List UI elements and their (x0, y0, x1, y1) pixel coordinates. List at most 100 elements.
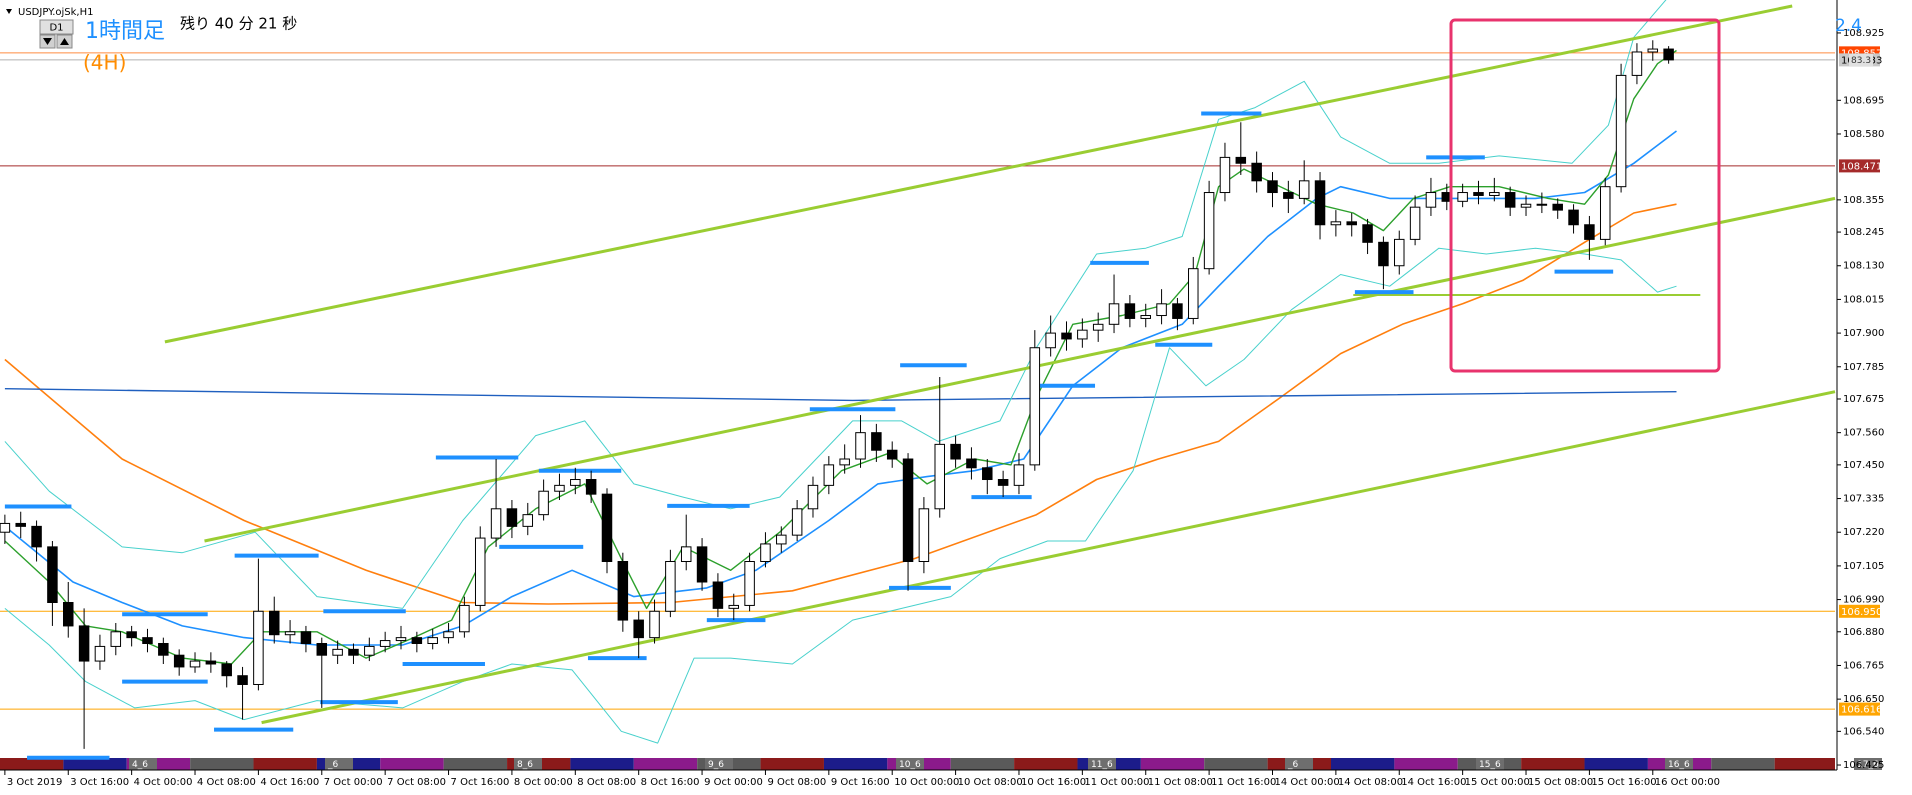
session-label: _6 (1287, 760, 1299, 770)
y-tick-label: 108.130 (1843, 261, 1884, 272)
menu-arrow[interactable] (6, 9, 12, 14)
y-tick-label: 107.560 (1843, 428, 1884, 439)
candle-body (633, 619, 644, 639)
y-tick-label: 108.245 (1843, 227, 1884, 238)
candle-body (364, 645, 375, 656)
x-tick-label: 4 Oct 16:00 (260, 777, 319, 788)
y-tick-label: 108.580 (1843, 129, 1884, 140)
candle-body (982, 467, 993, 481)
x-tick-label: 3 Oct 2019 (7, 777, 62, 788)
indicator-value-2: 83.3 (1851, 56, 1871, 66)
x-tick-label: 11 Oct 00:00 (1084, 777, 1149, 788)
candle-body (348, 648, 359, 656)
candle-body (1219, 156, 1231, 194)
candle-body (1188, 268, 1199, 319)
x-tick-label: 9 Oct 16:00 (831, 777, 890, 788)
candle-body (839, 458, 850, 466)
candle-body (158, 642, 169, 656)
candle-body (1615, 74, 1627, 188)
level-label: 106.950 (1841, 607, 1882, 618)
candle-body (855, 432, 866, 460)
candle-body (63, 602, 74, 627)
candle-body (1409, 206, 1421, 240)
candle-body (554, 484, 565, 492)
candle-body (1394, 238, 1405, 267)
candle-body (966, 458, 977, 469)
candle-body (1077, 329, 1088, 340)
x-tick-label: 4 Oct 08:00 (197, 777, 256, 788)
session-label: 10_6 (899, 760, 921, 770)
candle-body (871, 432, 882, 451)
candle-body (665, 561, 676, 612)
session-label: 15_6 (1479, 760, 1501, 770)
candle-body (1108, 303, 1120, 325)
y-tick-label: 108.015 (1843, 294, 1884, 305)
candle-body (760, 543, 771, 563)
timeframe-button-label[interactable]: D1 (49, 23, 63, 34)
candle-body (950, 443, 961, 460)
candle-body (696, 546, 708, 583)
y-tick-label: 108.695 (1843, 95, 1884, 106)
candle-body (918, 508, 930, 563)
level-label: 108.471 (1841, 161, 1882, 172)
session-segment (1204, 758, 1268, 770)
candle-body (0, 522, 11, 533)
candle-body (1283, 192, 1294, 199)
up-icon[interactable] (60, 38, 69, 45)
candle-body (189, 660, 201, 668)
candle-body (617, 561, 629, 621)
session-segment (1521, 758, 1585, 770)
candle-body (1013, 464, 1025, 486)
session-label-box (1854, 758, 1882, 770)
candle-body (1156, 303, 1167, 317)
candle-body (300, 631, 312, 644)
session-label-box (1088, 758, 1116, 770)
session-segment (760, 758, 824, 770)
session-segment (570, 758, 634, 770)
session-segment (63, 758, 127, 770)
session-label-box (325, 758, 353, 770)
y-tick-label: 107.335 (1843, 494, 1884, 505)
candle-body (15, 522, 26, 527)
candle-body (1267, 180, 1278, 194)
candle-body (474, 537, 486, 606)
symbol-label: USDJPY.ojSk,H1 (18, 7, 93, 18)
candle-body (1504, 192, 1516, 208)
candle-body (490, 508, 502, 539)
candle-body (1631, 51, 1643, 76)
session-segment (1711, 758, 1775, 770)
candle-body (1457, 192, 1468, 202)
indicator-line (164, 4, 1793, 344)
session-label: 17_6 (1857, 760, 1879, 770)
candle-body (1552, 203, 1563, 211)
timeframe-button[interactable] (39, 19, 74, 35)
down-icon[interactable] (43, 38, 52, 45)
candle-body (1663, 48, 1674, 61)
highlight-box (1449, 18, 1721, 373)
session-label-box (1285, 758, 1313, 770)
candle-body (1346, 221, 1357, 226)
candle-body (459, 604, 470, 633)
candle-body (1172, 303, 1183, 319)
session-label-box (896, 758, 924, 770)
session-label: 4_6 (132, 760, 148, 770)
candle-body (379, 640, 391, 647)
candle-body (1520, 203, 1532, 208)
candle-body (744, 561, 755, 606)
candle-body (205, 660, 217, 665)
candle-body (601, 493, 613, 563)
x-tick-label: 10 Oct 00:00 (894, 777, 959, 788)
candle-body (1045, 332, 1056, 349)
x-tick-label: 14 Oct 00:00 (1274, 777, 1339, 788)
candle-body (1330, 221, 1342, 226)
session-label-box (514, 758, 542, 770)
indicator-line (4, 388, 1677, 402)
x-tick-label: 7 Oct 16:00 (451, 777, 510, 788)
y-tick-label: 107.220 (1843, 527, 1884, 538)
session-segment (443, 758, 508, 770)
x-tick-label: 11 Oct 16:00 (1211, 777, 1276, 788)
x-tick-label: 4 Oct 00:00 (134, 777, 193, 788)
